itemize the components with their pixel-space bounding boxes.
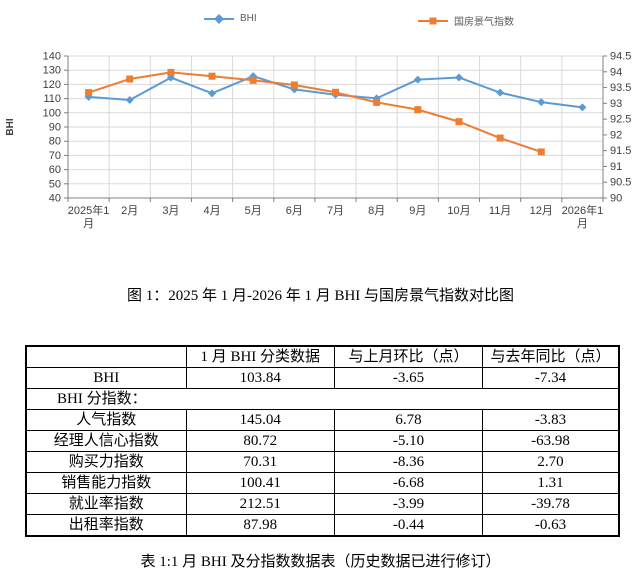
row-label: 经理人信心指数 (25, 430, 187, 452)
legend-label-climate-index: 国房景气指数 (454, 17, 514, 28)
cell-value: -3.99 (333, 493, 484, 515)
section-row-label: BHI 分指数： (25, 388, 620, 410)
svg-text:91.5: 91.5 (610, 145, 631, 157)
bhi-line-chart: 40 50 60 70 80 90 100 110 120 130 140 90 90.5 91 91.5 9… (5, 51, 632, 231)
cell-value: -7.34 (482, 367, 620, 389)
climate-series-marker-icon (418, 17, 448, 24)
row-label: 出租率指数 (25, 514, 187, 537)
svg-text:140: 140 (43, 51, 61, 63)
table-row: BHI 103.84 -3.65 -7.34 (25, 367, 620, 389)
bhi-series-marker-icon (204, 13, 234, 24)
cell-value: -3.65 (333, 367, 484, 389)
table-row: 就业率指数 212.51 -3.99 -39.78 (25, 493, 620, 515)
svg-text:100: 100 (43, 107, 61, 119)
legend-label-bhi: BHI (240, 13, 257, 24)
table-header-row: 1 月 BHI 分类数据 与上月环比（点） 与去年同比（点） (25, 345, 620, 368)
svg-text:110: 110 (43, 93, 61, 105)
svg-text:80: 80 (49, 136, 61, 148)
cell-value: -5.10 (333, 430, 484, 452)
row-label: 购买力指数 (25, 451, 187, 473)
svg-text:50: 50 (49, 178, 61, 190)
table-header: 1 月 BHI 分类数据 与上月环比（点） 与去年同比（点） (25, 345, 620, 368)
column-header (25, 345, 187, 368)
chart-gridlines (68, 55, 603, 198)
cell-value: -0.63 (482, 514, 620, 537)
svg-text:60: 60 (49, 164, 61, 176)
cell-value: 6.78 (333, 409, 484, 431)
legend-item-climate-index: 国房景气指数 (418, 13, 514, 28)
table-row: BHI 分指数： (25, 388, 620, 410)
x-axis-label: 3月 (162, 205, 179, 217)
table-row: 出租率指数 87.98 -0.44 -0.63 (25, 514, 620, 537)
x-axis-label: 5月 (245, 205, 262, 217)
column-header: 与上月环比（点） (333, 345, 484, 368)
table-row: 经理人信心指数 80.72 -5.10 -63.98 (25, 430, 620, 452)
cell-value: -6.68 (333, 472, 484, 494)
svg-text:130: 130 (43, 65, 61, 77)
cell-value: 145.04 (185, 409, 335, 431)
svg-text:90: 90 (610, 193, 622, 205)
table-row: 购买力指数 70.31 -8.36 2.70 (25, 451, 620, 473)
svg-text:90.5: 90.5 (610, 177, 631, 189)
table-body: BHI 103.84 -3.65 -7.34 BHI 分指数： 人气指数 145.04 6.7… (25, 367, 620, 537)
cell-value: -0.44 (333, 514, 484, 537)
svg-text:91: 91 (610, 161, 622, 173)
svg-text:93: 93 (610, 98, 622, 110)
x-axis-label: 2月 (121, 205, 138, 217)
legend-item-bhi: BHI (204, 13, 257, 24)
x-axis-label: 8月 (368, 205, 385, 217)
table-caption: 表 1:1 月 BHI 及分指数数据表（历史数据已进行修订） (140, 554, 501, 570)
svg-text:92.5: 92.5 (610, 114, 631, 126)
chart-axes: 40 50 60 70 80 90 100 110 120 130 140 90 90.5 91 91.5 9… (43, 51, 632, 231)
x-axis-label: 11月 (489, 205, 511, 217)
diamond-marker-icon (214, 13, 224, 24)
row-label: 销售能力指数 (25, 472, 187, 494)
cell-value: -3.83 (482, 409, 620, 431)
x-axis-label: 6月 (286, 205, 303, 217)
table-row: 销售能力指数 100.41 -6.68 1.31 (25, 472, 620, 494)
cell-value: 103.84 (185, 367, 335, 389)
bhi-data-table: 1 月 BHI 分类数据 与上月环比（点） 与去年同比（点） BHI 103.84 -3… (25, 345, 620, 537)
cell-value: 2.70 (482, 451, 620, 473)
cell-value: 87.98 (185, 514, 335, 537)
x-axis-label: 2025年1 月 (68, 203, 110, 230)
svg-text:120: 120 (43, 79, 61, 91)
svg-text:40: 40 (49, 193, 61, 205)
y-axis-title: BHI (5, 118, 16, 135)
x-axis-label: 2026年1 月 (562, 203, 604, 230)
svg-text:94.5: 94.5 (610, 51, 631, 63)
svg-text:92: 92 (610, 129, 622, 141)
cell-value: 1.31 (482, 472, 620, 494)
cell-value: -63.98 (482, 430, 620, 452)
column-header: 与去年同比（点） (482, 345, 620, 368)
column-header: 1 月 BHI 分类数据 (185, 345, 335, 368)
row-label: 就业率指数 (25, 493, 187, 515)
x-axis-label: 9月 (409, 205, 426, 217)
cell-value: 80.72 (185, 430, 335, 452)
climate-index-series (85, 68, 545, 156)
table-row: 人气指数 145.04 6.78 -3.83 (25, 409, 620, 431)
cell-value: 212.51 (185, 493, 335, 515)
cell-value: 70.31 (185, 451, 335, 473)
square-marker-icon (429, 17, 437, 24)
svg-text:94: 94 (610, 66, 622, 78)
cell-value: -8.36 (333, 451, 484, 473)
figure-caption: 图 1：2025 年 1 月-2026 年 1 月 BHI 与国房景气指数对比图 (126, 288, 515, 304)
x-axis-label: 7月 (327, 205, 344, 217)
svg-text:93.5: 93.5 (610, 82, 631, 94)
x-axis-label: 10月 (447, 205, 470, 217)
svg-text:90: 90 (49, 122, 61, 134)
x-axis-label: 4月 (203, 205, 220, 217)
row-label: 人气指数 (25, 409, 187, 431)
cell-value: -39.78 (482, 493, 620, 515)
svg-text:70: 70 (49, 150, 61, 162)
cell-value: 100.41 (185, 472, 335, 494)
x-axis-label: 12月 (530, 205, 553, 217)
row-label: BHI (25, 367, 187, 389)
